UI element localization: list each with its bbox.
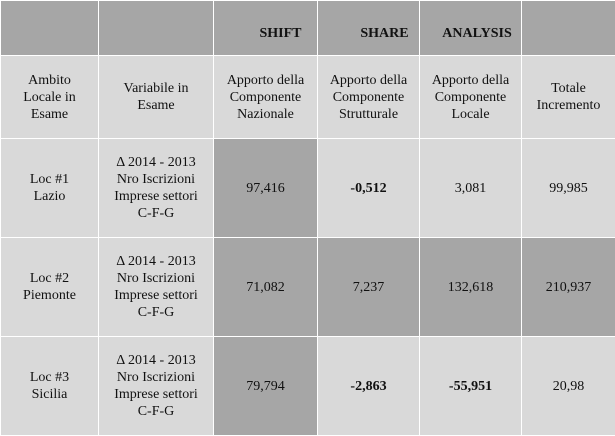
header-strutturale: Apporto della Componente Strutturale: [318, 56, 420, 139]
variable-cell: Δ 2014 - 2013 Nro Iscrizioni Imprese set…: [99, 238, 214, 337]
header-variabile-line-1: Variabile in: [99, 80, 213, 97]
location-cell: Loc #1 Lazio: [1, 139, 99, 238]
variable-line-2: Nro Iscrizioni: [99, 270, 213, 287]
header-variabile: Variabile in Esame: [99, 56, 214, 139]
header-strutturale-line-2: Componente: [318, 89, 419, 106]
variable-line-1: Δ 2014 - 2013: [99, 154, 213, 171]
top-header-row: SHIFT SHARE ANALYSIS: [1, 1, 615, 56]
location-cell: Loc #2 Piemonte: [1, 238, 99, 337]
nazionale-value: 97,416: [214, 139, 318, 238]
variable-line-1: Δ 2014 - 2013: [99, 352, 213, 369]
variable-line-3: Imprese settori: [99, 287, 213, 304]
totale-value: 210,937: [522, 238, 615, 337]
header-nazionale: Apporto della Componente Nazionale: [214, 56, 318, 139]
analysis-label: ANALYSIS: [420, 1, 522, 56]
variable-line-3: Imprese settori: [99, 188, 213, 205]
header-ambito-line-1: Ambito: [1, 72, 98, 89]
totale-value: 20,98: [522, 337, 615, 436]
strutturale-value: -2,863: [318, 337, 420, 436]
variable-line-3: Imprese settori: [99, 386, 213, 403]
locale-value: 132,618: [420, 238, 522, 337]
location-code: Loc #2: [1, 270, 98, 287]
header-strutturale-line-1: Apporto della: [318, 72, 419, 89]
shift-label: SHIFT: [214, 1, 318, 56]
location-cell: Loc #3 Sicilia: [1, 337, 99, 436]
header-ambito-line-2: Locale in: [1, 89, 98, 106]
header-locale: Apporto della Componente Locale: [420, 56, 522, 139]
header-nazionale-line-1: Apporto della: [214, 72, 317, 89]
location-region: Lazio: [1, 188, 98, 205]
table-row: Loc #1 Lazio Δ 2014 - 2013 Nro Iscrizion…: [1, 139, 615, 238]
header-nazionale-line-3: Nazionale: [214, 106, 317, 123]
top-blank-cell-1: [1, 1, 99, 56]
strutturale-value: -0,512: [318, 139, 420, 238]
location-region: Sicilia: [1, 386, 98, 403]
variable-line-4: C-F-G: [99, 304, 213, 321]
variable-line-2: Nro Iscrizioni: [99, 171, 213, 188]
header-nazionale-line-2: Componente: [214, 89, 317, 106]
header-strutturale-line-3: Strutturale: [318, 106, 419, 123]
nazionale-value: 71,082: [214, 238, 318, 337]
strutturale-value: 7,237: [318, 238, 420, 337]
header-totale-line-2: Incremento: [522, 97, 615, 114]
header-variabile-line-2: Esame: [99, 97, 213, 114]
locale-value: 3,081: [420, 139, 522, 238]
location-code: Loc #1: [1, 171, 98, 188]
header-ambito-line-3: Esame: [1, 106, 98, 123]
location-region: Piemonte: [1, 287, 98, 304]
variable-cell: Δ 2014 - 2013 Nro Iscrizioni Imprese set…: [99, 139, 214, 238]
header-totale-line-1: Totale: [522, 80, 615, 97]
header-locale-line-2: Componente: [420, 89, 521, 106]
variable-cell: Δ 2014 - 2013 Nro Iscrizioni Imprese set…: [99, 337, 214, 436]
table-row: Loc #3 Sicilia Δ 2014 - 2013 Nro Iscrizi…: [1, 337, 615, 436]
header-ambito: Ambito Locale in Esame: [1, 56, 99, 139]
variable-line-2: Nro Iscrizioni: [99, 369, 213, 386]
locale-value: -55,951: [420, 337, 522, 436]
nazionale-value: 79,794: [214, 337, 318, 436]
header-totale: Totale Incremento: [522, 56, 615, 139]
share-label: SHARE: [318, 1, 420, 56]
location-code: Loc #3: [1, 369, 98, 386]
top-blank-cell-6: [522, 1, 615, 56]
variable-line-4: C-F-G: [99, 205, 213, 222]
table-row: Loc #2 Piemonte Δ 2014 - 2013 Nro Iscriz…: [1, 238, 615, 337]
totale-value: 99,985: [522, 139, 615, 238]
variable-line-4: C-F-G: [99, 403, 213, 420]
header-locale-line-3: Locale: [420, 106, 521, 123]
column-header-row: Ambito Locale in Esame Variabile in Esam…: [1, 56, 615, 139]
top-blank-cell-2: [99, 1, 214, 56]
variable-line-1: Δ 2014 - 2013: [99, 253, 213, 270]
header-locale-line-1: Apporto della: [420, 72, 521, 89]
